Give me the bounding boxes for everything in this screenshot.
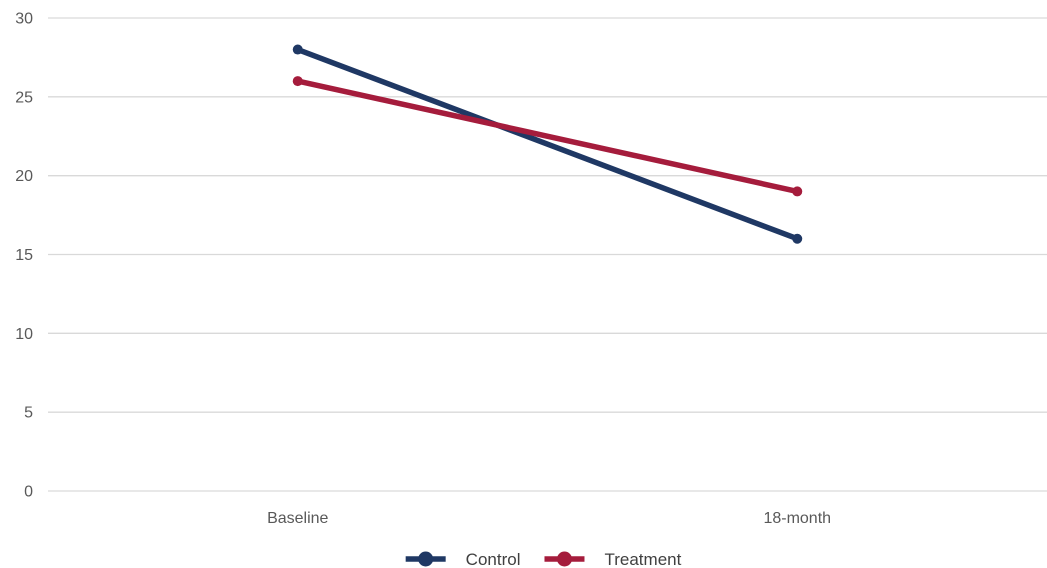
grid-layer [48, 17, 1047, 492]
series-control [292, 44, 803, 244]
y-axis-tick-labels: 0 5 10 15 20 25 30 [15, 11, 33, 501]
legend: Control Treatment [405, 550, 682, 568]
legend-item-treatment: Treatment [544, 550, 682, 568]
y-tick-label: 15 [15, 247, 33, 264]
data-point-treatment-0 [292, 76, 303, 87]
x-axis-tick-labels: Baseline 18-month [267, 510, 831, 527]
legend-item-control: Control [405, 550, 521, 568]
legend-label: Control [466, 550, 521, 568]
x-tick-label: 18-month [763, 510, 831, 527]
y-tick-label: 30 [15, 11, 33, 28]
data-point-control-0 [292, 44, 303, 55]
legend-swatch-marker [418, 551, 434, 567]
y-tick-label: 0 [24, 484, 33, 501]
y-tick-label: 25 [15, 89, 33, 106]
y-tick-label: 5 [24, 405, 33, 422]
legend-swatch-marker [556, 551, 572, 567]
series-line-control [295, 46, 800, 242]
y-tick-label: 10 [15, 326, 33, 343]
x-tick-label: Baseline [267, 510, 328, 527]
legend-label: Treatment [604, 550, 681, 568]
y-tick-label: 20 [15, 168, 33, 185]
data-point-control-1 [792, 233, 803, 244]
series-treatment [292, 76, 803, 197]
series-line-treatment [295, 78, 800, 195]
data-point-treatment-1 [792, 186, 803, 197]
series-layer [292, 44, 803, 244]
